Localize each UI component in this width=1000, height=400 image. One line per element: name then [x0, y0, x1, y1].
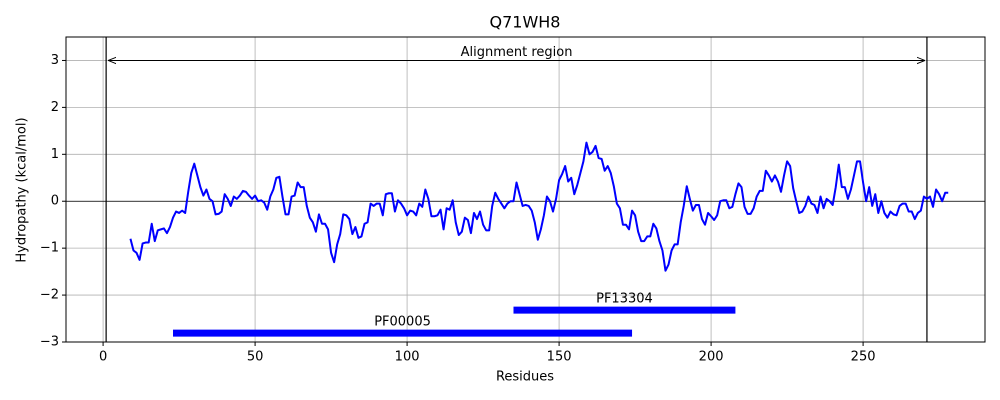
x-tick-label: 50: [247, 350, 264, 365]
y-tick-label: −1: [40, 241, 59, 256]
y-tick-label: −3: [40, 335, 59, 350]
x-tick-label: 200: [699, 350, 724, 365]
plot-frame: [65, 36, 986, 343]
annotation: Alignment region: [461, 45, 573, 60]
y-tick-label: 3: [51, 53, 59, 68]
x-tick-label: 250: [851, 350, 876, 365]
x-tick-label: 0: [99, 350, 107, 365]
y-tick-label: 1: [51, 147, 59, 162]
y-tick-label: 0: [51, 194, 59, 209]
x-tick-label: 150: [547, 350, 572, 365]
x-tick-label: 100: [395, 350, 420, 365]
y-tick-label: −2: [40, 288, 59, 303]
hydropathy-line: [129, 141, 949, 272]
x-axis-label: Residues: [496, 370, 554, 385]
chart-title: Q71WH8: [490, 13, 561, 32]
y-axis-label: Hydropathy (kcal/mol): [15, 117, 30, 262]
domain-label: PF13304: [596, 292, 653, 307]
y-tick-label: 2: [51, 100, 59, 115]
domain-label: PF00005: [374, 315, 431, 330]
